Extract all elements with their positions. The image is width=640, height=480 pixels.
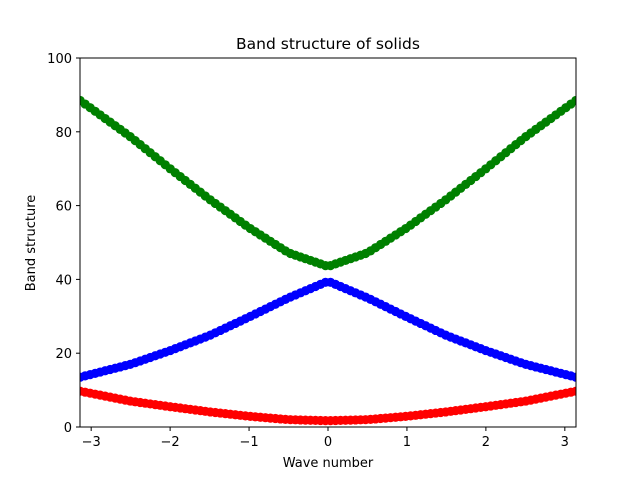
y-tick-label: 0	[64, 421, 72, 436]
x-tick-label: 2	[482, 435, 490, 450]
y-tick-label: 20	[55, 347, 72, 362]
x-tick-label: 3	[561, 435, 569, 450]
x-axis-ticks: −3 −2 −1 0 1 2 3	[82, 427, 569, 450]
plot-area	[79, 57, 577, 428]
y-tick-label: 60	[55, 200, 72, 215]
x-tick-label: −1	[239, 435, 258, 450]
x-tick-label: −3	[82, 435, 101, 450]
y-axis-label: Band structure	[24, 195, 39, 292]
series-1	[80, 386, 576, 426]
y-tick-label: 80	[55, 126, 72, 141]
x-tick-label: −2	[161, 435, 180, 450]
x-tick-label: 0	[324, 435, 332, 450]
y-axis-ticks: 0 20 40 60 80 100	[47, 52, 80, 436]
series-markers	[80, 95, 576, 426]
data-point	[571, 386, 576, 396]
x-axis-label: Wave number	[283, 456, 374, 471]
data-point	[571, 95, 576, 106]
x-tick-label: 1	[403, 435, 411, 450]
chart-title: Band structure of solids	[236, 35, 420, 53]
series-2	[80, 277, 576, 382]
data-point	[571, 372, 576, 382]
y-tick-label: 40	[55, 273, 72, 288]
series-3	[80, 95, 576, 271]
y-tick-label: 100	[47, 52, 72, 67]
